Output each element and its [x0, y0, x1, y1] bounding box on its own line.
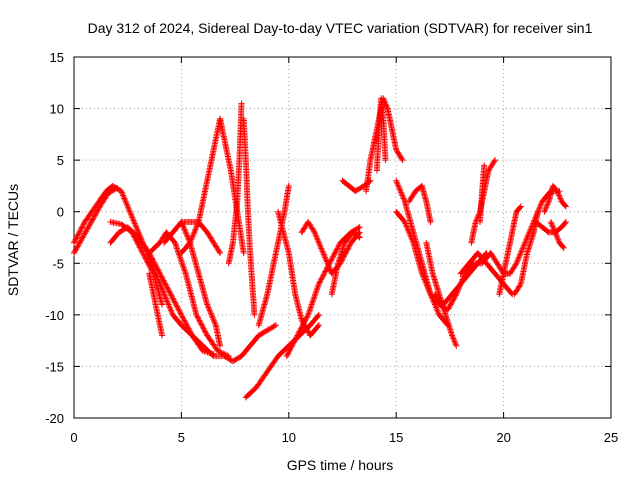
series-sat-b	[71, 184, 120, 256]
series-sat-ac	[477, 162, 488, 225]
series-sat-v	[393, 177, 494, 313]
series-sat-w	[393, 208, 451, 329]
grid-lines	[74, 57, 611, 418]
x-tick-label: 20	[496, 430, 510, 445]
y-tick-label: 0	[57, 205, 64, 220]
x-tick-label: 25	[604, 430, 618, 445]
series-sat-l	[240, 115, 258, 318]
series-markers	[107, 219, 166, 308]
y-axis-label: SDTVAR / TECUs	[5, 184, 21, 296]
y-tick-label: 10	[50, 102, 64, 117]
y-tick-label: -5	[52, 256, 64, 271]
series-markers	[328, 229, 363, 298]
chart-title: Day 312 of 2024, Sidereal Day-to-day VTE…	[88, 20, 593, 36]
series-markers	[71, 184, 120, 256]
series-sat-f	[146, 270, 166, 339]
y-tick-labels: -20 -15 -10 -5 0 5 10 15	[45, 50, 64, 426]
series-sat-q	[298, 219, 363, 277]
series-markers	[146, 270, 166, 339]
y-tick-label: -20	[45, 411, 64, 426]
x-axis-label: GPS time / hours	[287, 457, 394, 473]
series-sat-ai	[547, 219, 567, 251]
series-markers	[496, 203, 524, 298]
series-markers	[146, 229, 232, 360]
series-markers	[373, 95, 389, 174]
series-markers	[393, 177, 494, 313]
data-series	[71, 95, 569, 401]
series-sat-i	[178, 115, 224, 256]
y-tick-label: 15	[50, 50, 64, 65]
x-tick-label: 0	[70, 430, 77, 445]
x-tick-labels: 0 5 10 15 20 25	[70, 430, 618, 445]
series-sat-m	[242, 311, 322, 401]
x-tick-label: 10	[282, 430, 296, 445]
series-sat-u	[373, 95, 389, 174]
y-tick-label: -10	[45, 308, 64, 323]
series-sat-e	[146, 229, 232, 360]
y-tick-label: -15	[45, 359, 64, 374]
series-markers	[242, 311, 322, 401]
series-sat-ae	[496, 203, 524, 298]
series-markers	[541, 182, 569, 215]
series-sat-ah	[541, 182, 569, 215]
series-sat-r	[328, 229, 363, 298]
series-sat-d	[107, 219, 166, 308]
plot-frame	[73, 56, 612, 419]
series-markers	[178, 115, 224, 256]
series-markers	[240, 115, 258, 318]
series-markers	[477, 162, 488, 225]
series-markers	[393, 208, 451, 329]
series-markers	[547, 219, 567, 251]
series-sat-x	[406, 182, 434, 226]
x-tick-label: 15	[389, 430, 403, 445]
y-tick-label: 5	[57, 153, 64, 168]
axis-ticks	[73, 56, 612, 419]
series-sat-h	[178, 219, 224, 349]
series-markers	[406, 182, 434, 226]
x-tick-label: 5	[178, 430, 185, 445]
series-markers	[178, 219, 224, 349]
series-markers	[298, 219, 363, 277]
